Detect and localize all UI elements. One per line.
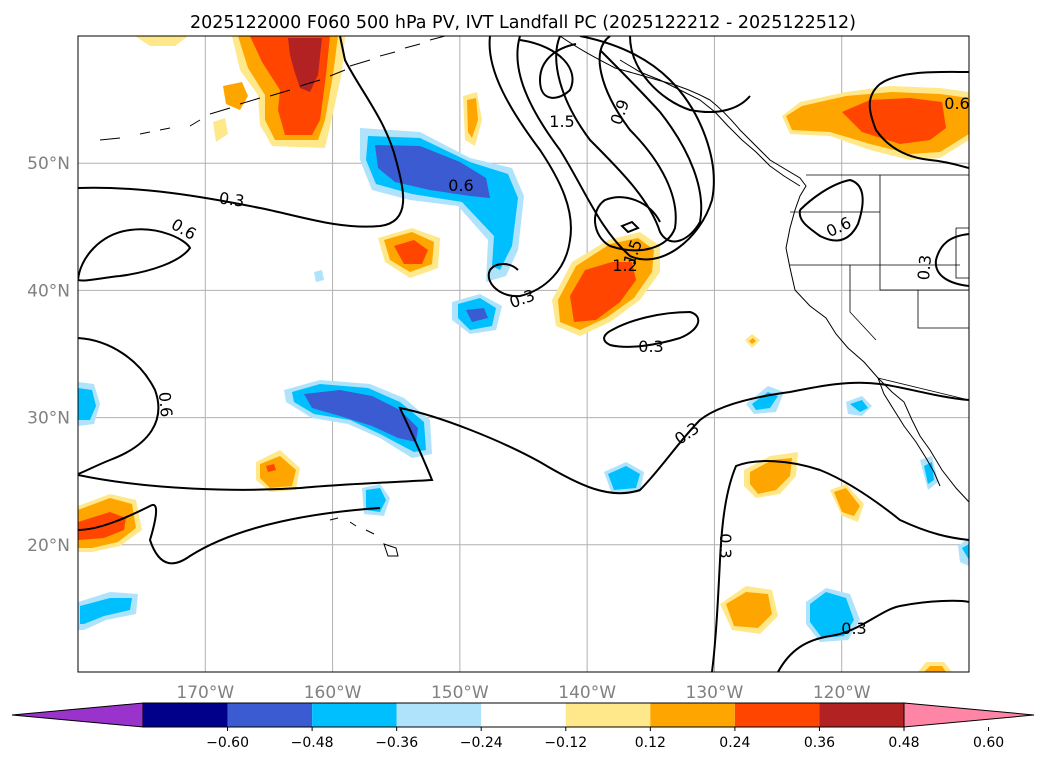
colorbar-tick-label: 0.60 <box>973 735 1004 751</box>
contour-label: 0.6 <box>944 94 969 113</box>
contour-label: 0.3 <box>638 337 663 356</box>
contour-label: 1.2 <box>612 256 637 275</box>
lon-tick-label: 150°W <box>431 683 489 703</box>
colorbar-tick-label: −0.36 <box>375 735 418 751</box>
colorbar-tick-label: −0.24 <box>460 735 503 751</box>
latitude-labels: 20°N 30°N 40°N 50°N <box>27 154 70 556</box>
lon-tick-label: 130°W <box>686 683 744 703</box>
colorbar-tick-label: 0.12 <box>635 735 666 751</box>
colorbar-swatch <box>735 703 820 727</box>
colorbar-swatch <box>228 703 313 727</box>
colorbar-tick-label: −0.60 <box>206 735 249 751</box>
colorbar-tick-label: −0.48 <box>291 735 334 751</box>
colorbar-extend-max <box>904 703 1034 727</box>
lon-tick-label: 160°W <box>304 683 362 703</box>
contour-label: 0.6 <box>155 391 176 418</box>
colorbar-tick-label: −0.12 <box>544 735 587 751</box>
longitude-labels: 170°W 160°W 150°W 140°W 130°W 120°W <box>176 683 870 703</box>
contour-label: 0.3 <box>218 188 246 210</box>
colorbar: −0.60 −0.48 −0.36 −0.24 −0.12 0.12 0.24 0.36 0.4… <box>12 703 1034 751</box>
contour-label: 0.6 <box>448 176 473 195</box>
lon-tick-label: 120°W <box>813 683 871 703</box>
map-panel: 1.5 0.9 0.3 0.6 0.6 0.6 1.5 1.2 0.3 0.3 … <box>78 36 970 672</box>
lon-tick-label: 170°W <box>176 683 234 703</box>
colorbar-tick-label: 0.48 <box>888 735 919 751</box>
lat-tick-label: 40°N <box>27 281 70 301</box>
colorbar-swatch <box>143 703 228 727</box>
figure-title: 2025122000 F060 500 hPa PV, IVT Landfall… <box>190 13 856 33</box>
lon-tick-label: 140°W <box>558 683 616 703</box>
figure: 2025122000 F060 500 hPa PV, IVT Landfall… <box>0 0 1047 765</box>
colorbar-swatch <box>566 703 651 727</box>
colorbar-extend-min <box>12 703 143 727</box>
lat-tick-label: 20°N <box>27 536 70 556</box>
contour-label: 0.3 <box>841 619 866 638</box>
lat-tick-label: 30°N <box>27 409 70 429</box>
contour-label: 1.5 <box>549 112 574 131</box>
colorbar-tick-label: 0.24 <box>719 735 750 751</box>
contour-label: 0.3 <box>914 254 935 281</box>
colorbar-swatch <box>650 703 735 727</box>
colorbar-swatch <box>312 703 397 727</box>
lat-tick-label: 50°N <box>27 154 70 174</box>
colorbar-swatch <box>397 703 482 727</box>
colorbar-swatch <box>819 703 904 727</box>
contour-label: 0.3 <box>716 533 735 558</box>
colorbar-tick-label: 0.36 <box>804 735 835 751</box>
colorbar-swatch <box>481 703 566 727</box>
